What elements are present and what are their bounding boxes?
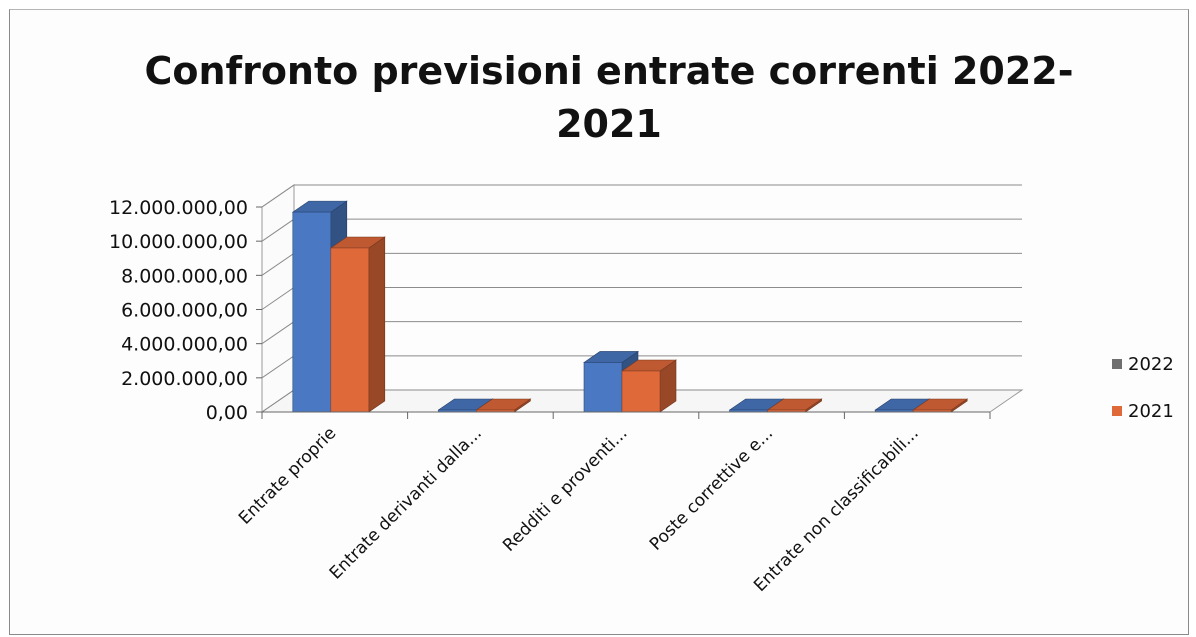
x-category-label: Entrate derivanti dalla... xyxy=(326,423,486,583)
y-tick-label: 4.000.000,00 xyxy=(121,334,248,356)
y-tick-label: 2.000.000,00 xyxy=(121,368,248,390)
chart-title-line-2: 2021 xyxy=(556,102,662,146)
x-category-label: Entrate proprie xyxy=(235,423,340,528)
y-tick-label: 6.000.000,00 xyxy=(121,300,248,322)
x-category-label: Entrate non classificabili... xyxy=(750,423,923,596)
legend-swatch-2021 xyxy=(1112,406,1122,416)
x-axis xyxy=(261,411,991,419)
chart-title-line-1: Confronto previsioni entrate correnti 20… xyxy=(145,49,1074,93)
gridline xyxy=(261,184,1022,208)
y-tick-label: 8.000.000,00 xyxy=(121,265,248,287)
y-tick-label: 0,00 xyxy=(206,402,248,424)
bar-2022-0 xyxy=(292,211,332,413)
x-category-label: Poste correttive e... xyxy=(646,423,777,554)
x-category-label: Redditi e proventi... xyxy=(499,423,631,555)
bars xyxy=(291,200,969,413)
bar-2021-2 xyxy=(621,370,661,413)
y-tick-label: 10.000.000,00 xyxy=(109,231,248,253)
y-tick-label: 12.000.000,00 xyxy=(109,197,248,219)
legend-label-2022: 2022 xyxy=(1128,354,1174,375)
bar-2021-0 xyxy=(330,247,370,413)
legend: 2022 2021 xyxy=(1112,354,1174,422)
bar-2022-2 xyxy=(583,362,623,413)
legend-label-2021: 2021 xyxy=(1128,401,1174,422)
bar-side xyxy=(368,236,386,413)
legend-swatch-2022 xyxy=(1112,359,1122,369)
y-axis-tick-labels: 0,00 2.000.000,00 4.000.000,00 6.000.000,00… xyxy=(109,197,248,424)
